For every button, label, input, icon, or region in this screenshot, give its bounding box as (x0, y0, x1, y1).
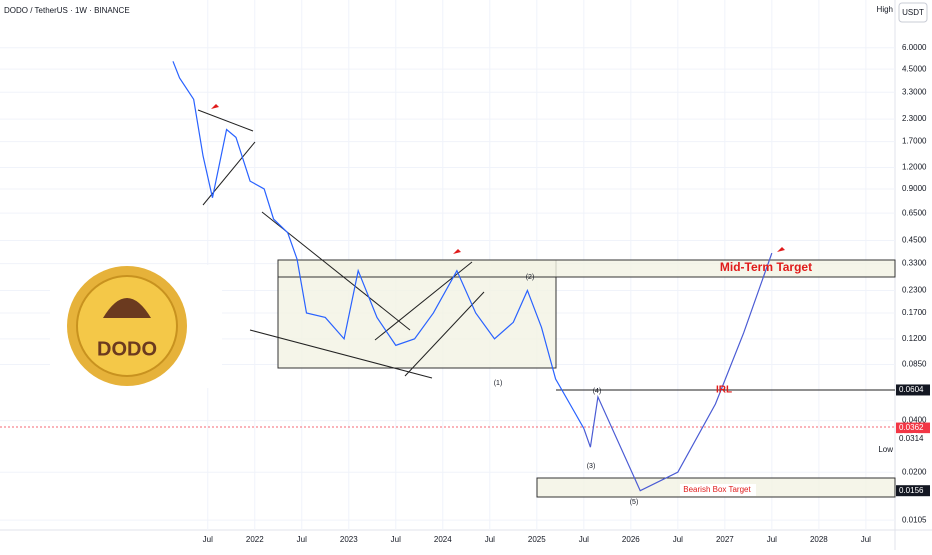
x-tick-label: Jul (861, 535, 871, 544)
wave-label: (3) (587, 463, 596, 470)
y-tick-label: 2.3000 (902, 114, 927, 123)
y-tick-label: 1.2000 (902, 163, 927, 172)
wave-label: (5) (630, 499, 639, 506)
x-tick-label: Jul (391, 535, 401, 544)
x-tick-label: Jul (485, 535, 495, 544)
price-tag (896, 485, 930, 497)
x-tick-label: Jul (673, 535, 683, 544)
y-tick-label: 3.3000 (902, 87, 927, 96)
x-tick-label: 2023 (340, 535, 358, 544)
price-tag (896, 433, 930, 445)
price-tag-label: 0.0362 (899, 423, 924, 432)
y-tick-label: 0.4500 (902, 236, 927, 245)
high-label: High (877, 5, 893, 14)
y-tick-label: 0.3300 (902, 259, 927, 268)
price-series (172, 61, 773, 492)
flag-icon (777, 247, 785, 252)
x-tick-label: 2026 (622, 535, 640, 544)
wave-label: (2) (526, 274, 535, 281)
x-tick-label: Jul (767, 535, 777, 544)
x-tick-label: Jul (297, 535, 307, 544)
price-line (172, 61, 585, 429)
bearish-label: Bearish Box Target (683, 485, 751, 494)
low-label: Low (878, 445, 893, 454)
trend-line (404, 291, 485, 377)
price-line (583, 252, 773, 492)
y-tick-label: 1.7000 (902, 137, 927, 146)
trend-line (249, 329, 433, 379)
coin-inner (76, 275, 178, 377)
currency-button[interactable] (898, 2, 928, 23)
logo-text: DODO (97, 338, 157, 360)
x-tick-label: 2025 (528, 535, 546, 544)
y-tick-label: 0.0200 (902, 467, 927, 476)
y-tick-label: 0.9000 (902, 184, 927, 193)
logo: DODO (50, 265, 222, 388)
y-tick-label: 0.0400 (902, 416, 927, 425)
x-tick-label: Jul (203, 535, 213, 544)
wave-label: (4) (593, 388, 602, 395)
y-tick-label: 6.0000 (902, 43, 927, 52)
x-tick-label: 2022 (246, 535, 264, 544)
irl-label: IRL (716, 385, 732, 396)
trend-line (197, 109, 254, 132)
y-tick-label: 0.6500 (902, 208, 927, 217)
y-tick-label: 4.5000 (902, 64, 927, 73)
y-tick-label: 0.1200 (902, 334, 927, 343)
flag-icon (211, 104, 219, 109)
price-tag-label: 0.0314 (899, 434, 924, 443)
logo-head (103, 298, 151, 318)
currency-label: USDT (902, 8, 924, 17)
wave-label: (1) (494, 380, 503, 387)
y-tick-label: 0.2300 (902, 286, 927, 295)
price-tag-label: 0.0604 (899, 385, 924, 394)
target-box (277, 259, 896, 278)
x-tick-label: 2027 (716, 535, 734, 544)
y-tick-label: 0.1700 (902, 308, 927, 317)
mid-term-label: Mid-Term Target (720, 260, 812, 274)
symbol-title: DODO / TetherUS · 1W · BINANCE (4, 6, 130, 15)
price-tag (896, 384, 930, 396)
y-tick-label: 0.0850 (902, 360, 927, 369)
flag-icon (453, 249, 461, 254)
trend-line (374, 261, 473, 341)
x-tick-label: Jul (579, 535, 589, 544)
price-tag-label: 0.0156 (899, 486, 924, 495)
bearish-label-bg (680, 484, 756, 496)
x-tick-label: 2024 (434, 535, 452, 544)
x-tick-label: 2028 (810, 535, 828, 544)
y-tick-label: 0.0105 (902, 515, 927, 524)
